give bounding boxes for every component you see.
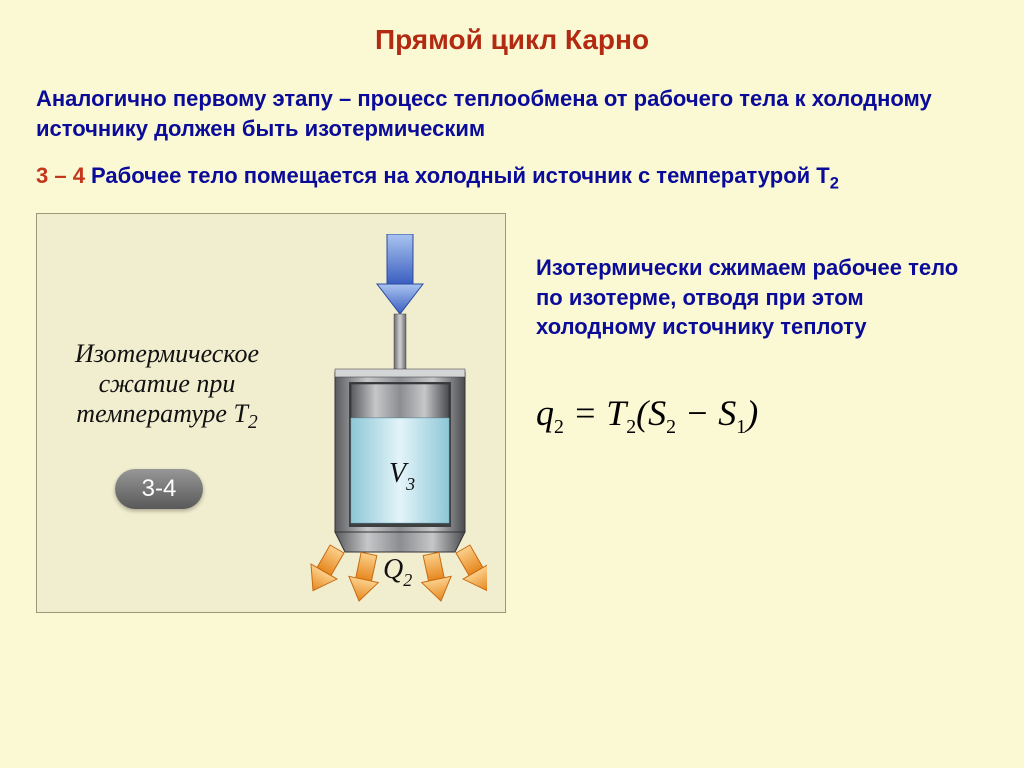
formula-T: T [606,393,626,433]
figure-caption: Изотермическое сжатие при температуре T2 [47,339,287,434]
formula-q: q [536,393,554,433]
paragraph-1: Аналогично первому этапу – процесс тепло… [36,84,988,143]
formula-close: ) [746,393,758,433]
formula: q2 = T2(S2 − S1) [536,392,988,439]
formula-T-sub: 2 [626,416,636,438]
figure-badge: 3-4 [115,469,203,509]
formula-eq: = [564,393,606,433]
formula-S2: S [648,393,666,433]
content-row: Изотермическое сжатие при температуре T2… [36,213,988,613]
slide-title: Прямой цикл Карно [36,24,988,56]
step-label: 3 – 4 [36,163,85,188]
paragraph-2: 3 – 4 Рабочее тело помещается на холодны… [36,161,988,195]
right-text: Изотермически сжимаем рабочее тело по из… [536,253,988,342]
formula-q-sub: 2 [554,416,564,438]
caption-line2: сжатие при [99,369,236,398]
formula-S1-sub: 1 [736,416,746,438]
para2-text: Рабочее тело помещается на холодный исто… [85,163,830,188]
formula-S2-sub: 2 [666,416,676,438]
right-column: Изотермически сжимаем рабочее тело по из… [536,213,988,613]
caption-line3-sub: 2 [248,412,258,433]
piston-diagram: V3 Q2 [307,234,487,604]
force-arrow-icon [377,234,423,314]
figure-box: Изотермическое сжатие при температуре T2… [36,213,506,613]
formula-minus: − [676,393,718,433]
formula-open: ( [636,393,648,433]
caption-line1: Изотермическое [75,339,259,368]
heat-label: Q2 [383,554,412,590]
para2-sub: 2 [830,175,839,193]
formula-S1: S [718,393,736,433]
caption-line3: температуре T [76,399,248,428]
